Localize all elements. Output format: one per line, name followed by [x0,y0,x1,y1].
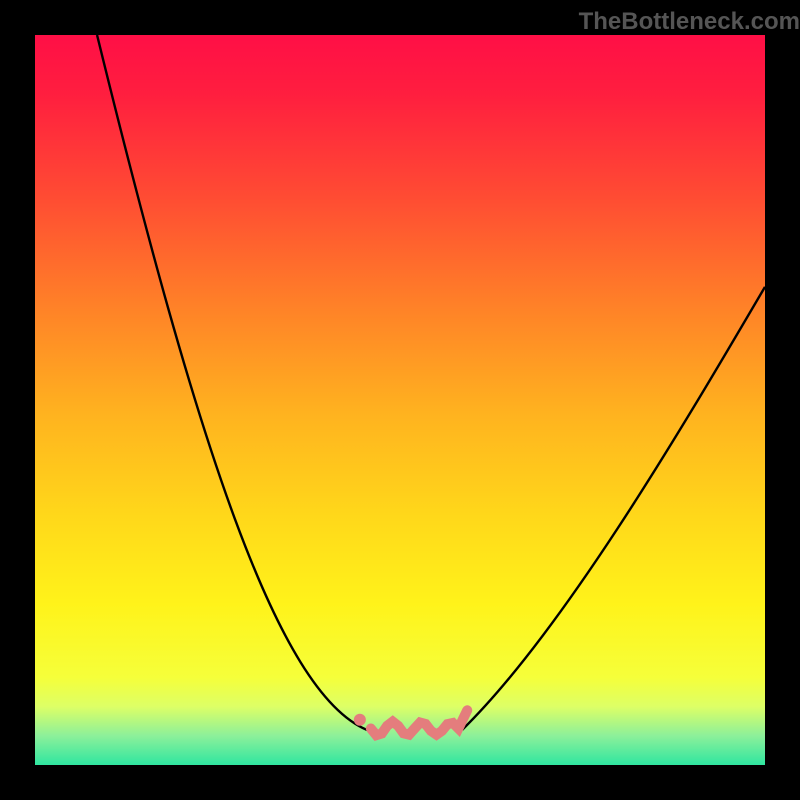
chart-frame: TheBottleneck.com [0,0,800,800]
gradient-background [35,35,765,765]
bottleneck-chart [0,0,800,800]
optimal-zone-dot [354,714,366,726]
watermark-label: TheBottleneck.com [579,8,800,36]
